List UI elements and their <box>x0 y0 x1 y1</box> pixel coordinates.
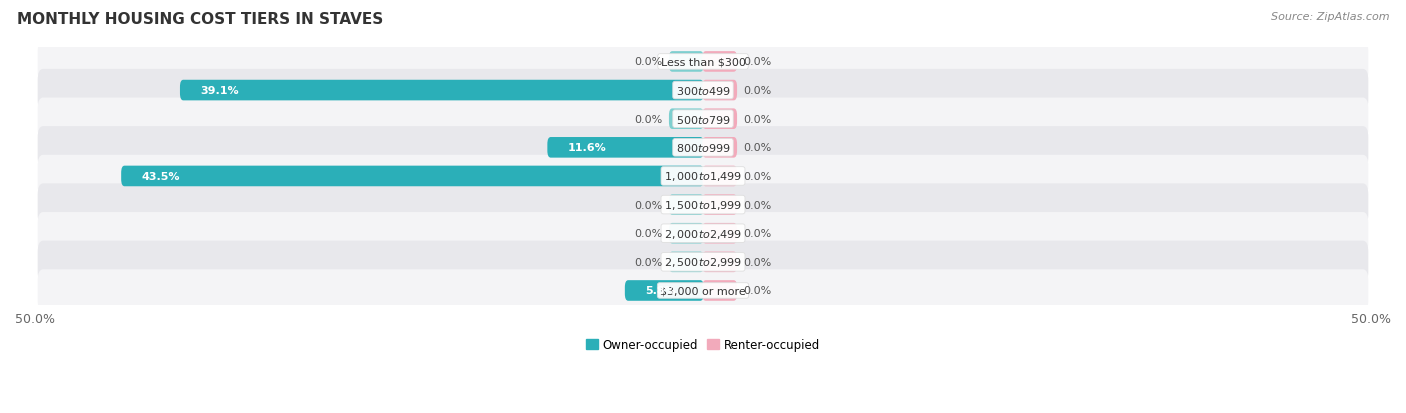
Text: 0.0%: 0.0% <box>634 57 662 67</box>
FancyBboxPatch shape <box>38 98 1368 140</box>
FancyBboxPatch shape <box>38 127 1368 169</box>
Text: $1,500 to $1,999: $1,500 to $1,999 <box>664 199 742 211</box>
Text: $2,000 to $2,499: $2,000 to $2,499 <box>664 227 742 240</box>
Text: 0.0%: 0.0% <box>634 114 662 124</box>
FancyBboxPatch shape <box>38 213 1368 255</box>
Text: 0.0%: 0.0% <box>744 143 772 153</box>
FancyBboxPatch shape <box>38 184 1368 226</box>
Text: 5.8%: 5.8% <box>645 286 676 296</box>
FancyBboxPatch shape <box>669 252 703 273</box>
Text: Source: ZipAtlas.com: Source: ZipAtlas.com <box>1271 12 1389 22</box>
FancyBboxPatch shape <box>703 252 737 273</box>
FancyBboxPatch shape <box>121 166 703 187</box>
FancyBboxPatch shape <box>703 223 737 244</box>
Text: $300 to $499: $300 to $499 <box>675 85 731 97</box>
FancyBboxPatch shape <box>703 166 737 187</box>
FancyBboxPatch shape <box>669 195 703 215</box>
Text: MONTHLY HOUSING COST TIERS IN STAVES: MONTHLY HOUSING COST TIERS IN STAVES <box>17 12 382 27</box>
Text: 0.0%: 0.0% <box>634 229 662 239</box>
Text: 0.0%: 0.0% <box>744 257 772 267</box>
FancyBboxPatch shape <box>38 241 1368 283</box>
FancyBboxPatch shape <box>180 81 703 101</box>
Text: Less than $300: Less than $300 <box>661 57 745 67</box>
FancyBboxPatch shape <box>703 195 737 215</box>
Text: 39.1%: 39.1% <box>201 86 239 96</box>
Text: 0.0%: 0.0% <box>744 57 772 67</box>
FancyBboxPatch shape <box>669 52 703 73</box>
FancyBboxPatch shape <box>703 138 737 158</box>
Text: $1,000 to $1,499: $1,000 to $1,499 <box>664 170 742 183</box>
FancyBboxPatch shape <box>703 109 737 130</box>
FancyBboxPatch shape <box>547 138 703 158</box>
Legend: Owner-occupied, Renter-occupied: Owner-occupied, Renter-occupied <box>581 333 825 356</box>
FancyBboxPatch shape <box>38 41 1368 83</box>
FancyBboxPatch shape <box>703 52 737 73</box>
FancyBboxPatch shape <box>38 70 1368 112</box>
Text: $2,500 to $2,999: $2,500 to $2,999 <box>664 256 742 269</box>
FancyBboxPatch shape <box>669 223 703 244</box>
Text: 0.0%: 0.0% <box>744 114 772 124</box>
Text: $3,000 or more: $3,000 or more <box>661 286 745 296</box>
Text: 0.0%: 0.0% <box>634 200 662 210</box>
Text: 0.0%: 0.0% <box>744 200 772 210</box>
Text: 0.0%: 0.0% <box>744 86 772 96</box>
Text: 0.0%: 0.0% <box>744 171 772 182</box>
FancyBboxPatch shape <box>703 280 737 301</box>
Text: $800 to $999: $800 to $999 <box>675 142 731 154</box>
FancyBboxPatch shape <box>624 280 703 301</box>
FancyBboxPatch shape <box>669 109 703 130</box>
FancyBboxPatch shape <box>38 270 1368 312</box>
Text: 11.6%: 11.6% <box>568 143 607 153</box>
Text: $500 to $799: $500 to $799 <box>675 114 731 126</box>
Text: 43.5%: 43.5% <box>142 171 180 182</box>
Text: 0.0%: 0.0% <box>744 229 772 239</box>
Text: 0.0%: 0.0% <box>744 286 772 296</box>
Text: 0.0%: 0.0% <box>634 257 662 267</box>
FancyBboxPatch shape <box>703 81 737 101</box>
FancyBboxPatch shape <box>38 155 1368 198</box>
